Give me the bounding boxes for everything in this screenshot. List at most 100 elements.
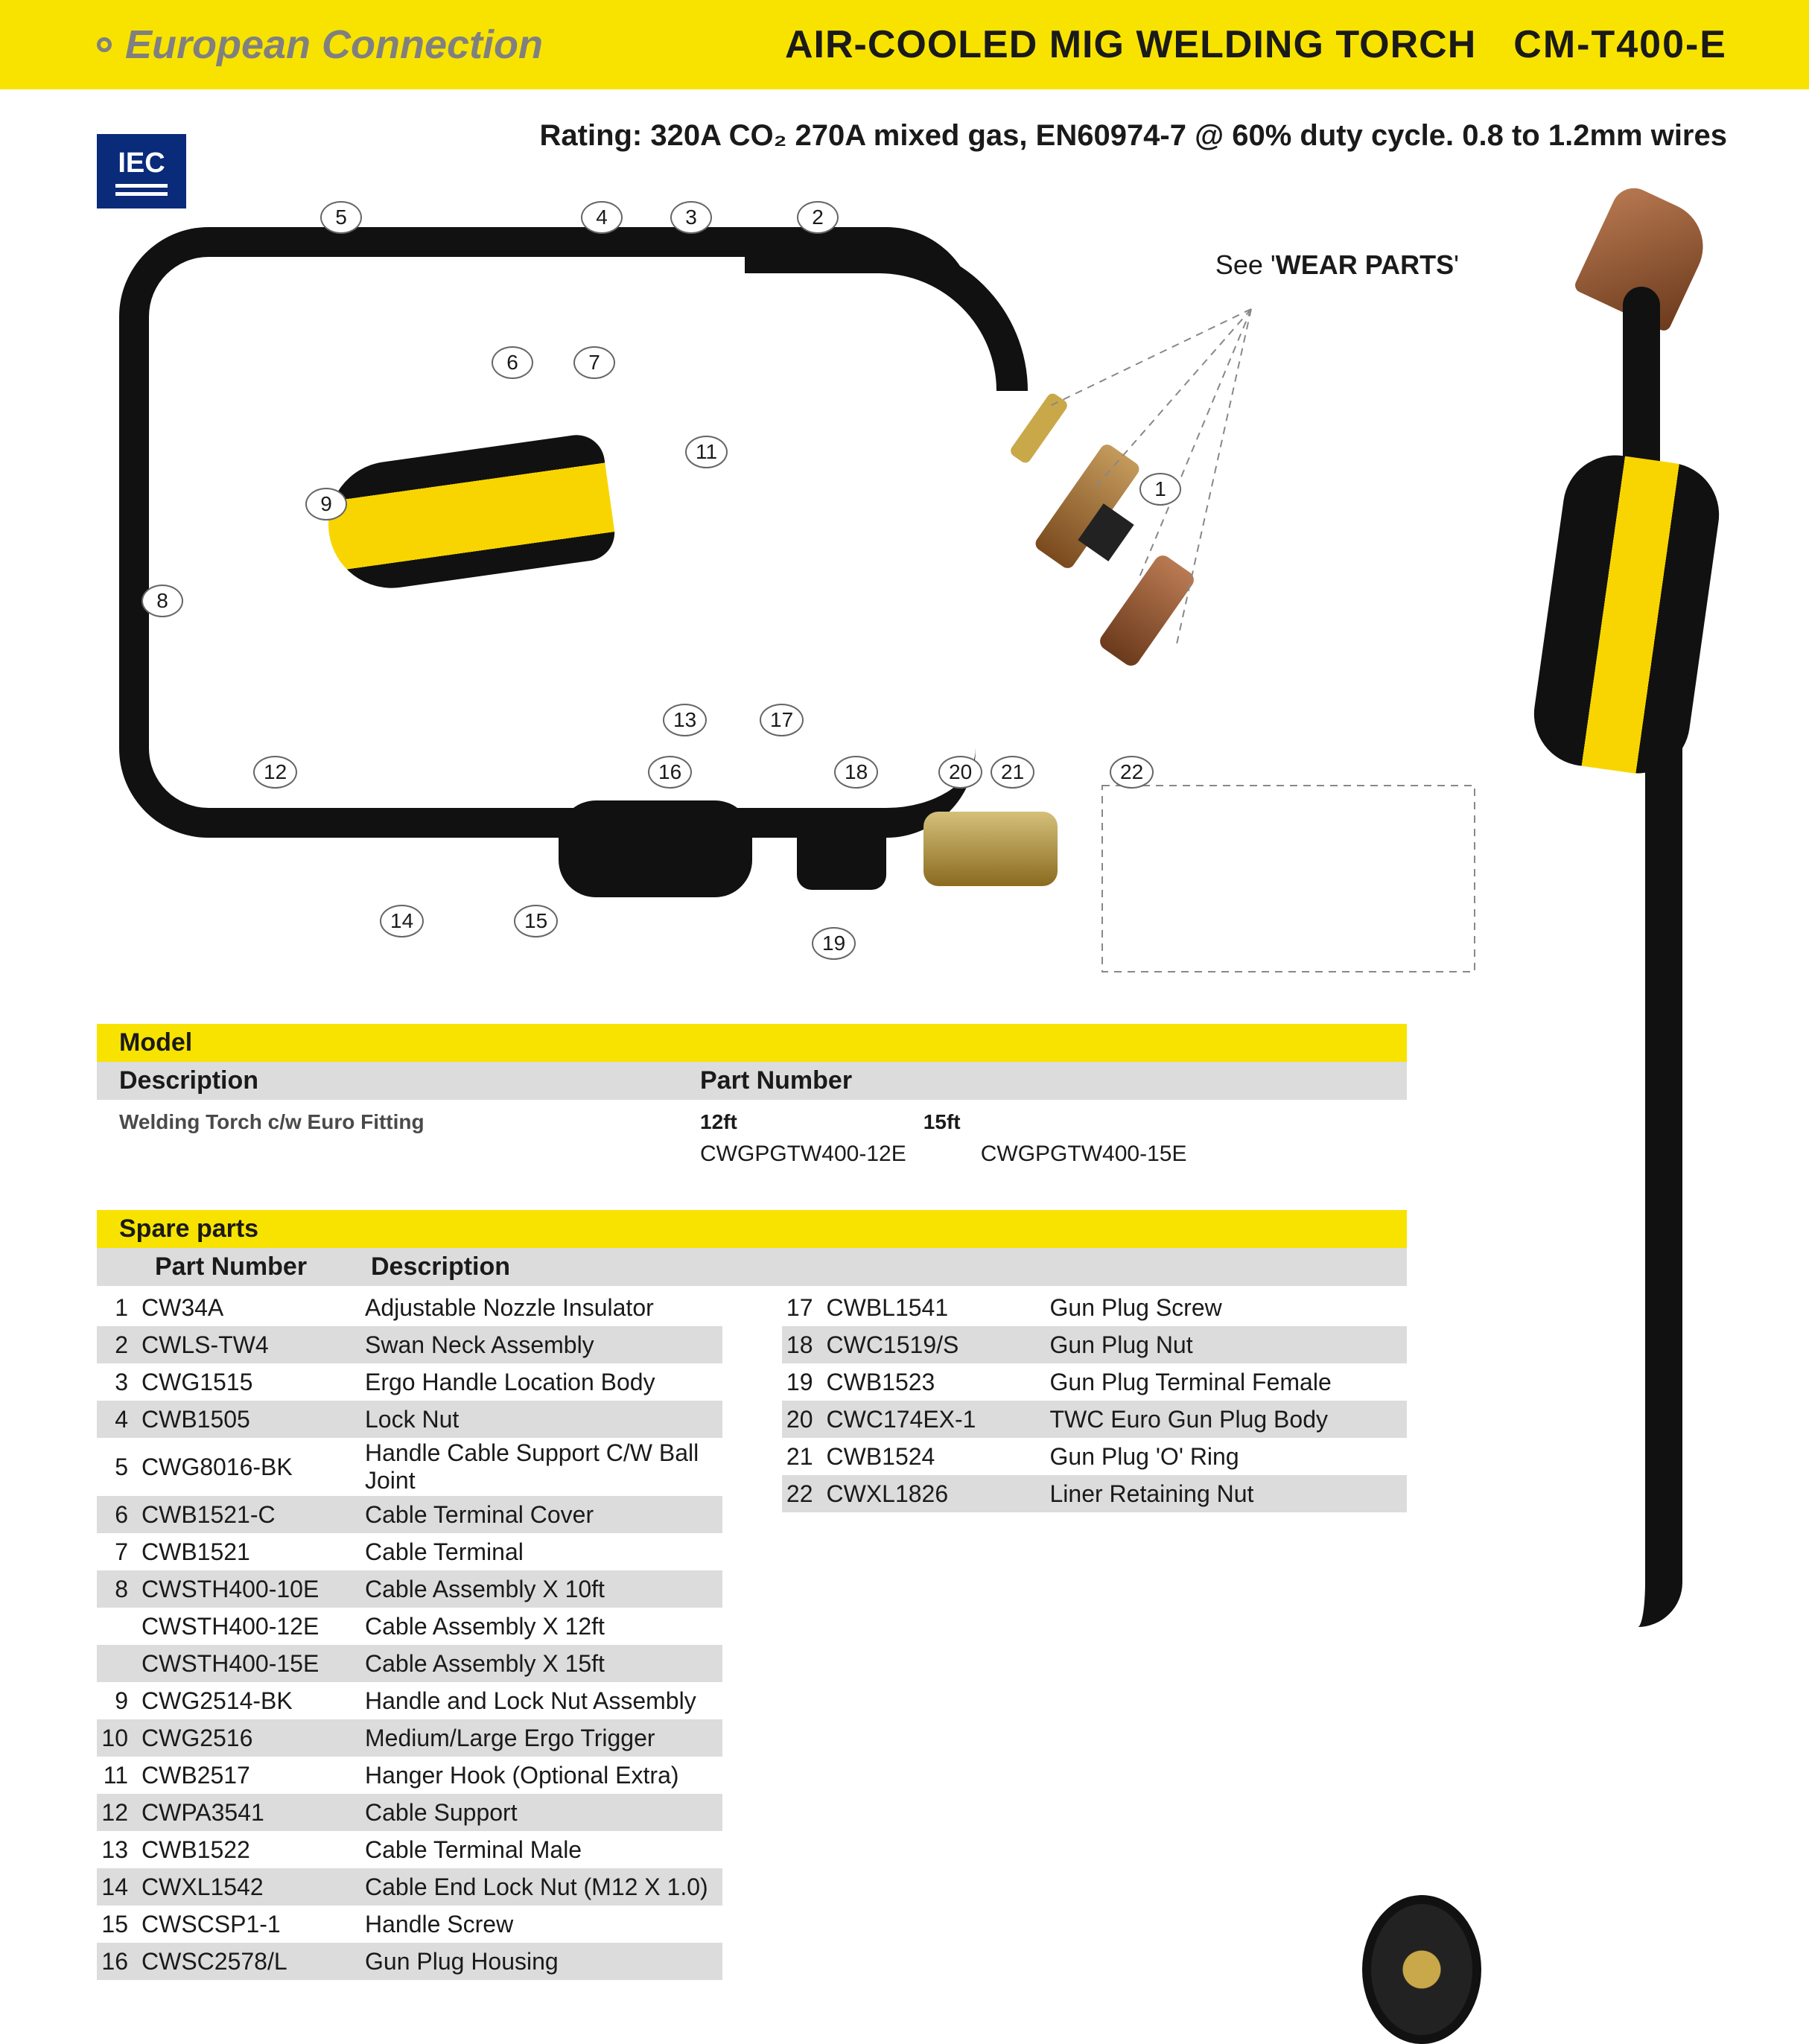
spares-pn-header: Part Number <box>155 1252 371 1282</box>
part-row: 22CWXL1826Liner Retaining Nut <box>782 1475 1408 1512</box>
part-index: 8 <box>97 1576 142 1603</box>
part-row: 3CWG1515Ergo Handle Location Body <box>97 1363 722 1401</box>
part-row: 12CWPA3541Cable Support <box>97 1794 722 1831</box>
model-row: Welding Torch c/w Euro Fitting 12ft 15ft… <box>97 1100 1407 1180</box>
part-index: 4 <box>97 1406 142 1433</box>
part-description: Gun Plug Housing <box>365 1948 722 1975</box>
part-row: 4CWB1505Lock Nut <box>97 1401 722 1438</box>
callout-6: 6 <box>492 346 533 379</box>
callout-20: 20 <box>938 756 982 789</box>
part-index: 15 <box>97 1911 142 1938</box>
parts-column-right: 17CWBL1541Gun Plug Screw18CWC1519/SGun P… <box>782 1289 1408 1980</box>
part-description: Cable End Lock Nut (M12 X 1.0) <box>365 1873 722 1901</box>
part-code: CWB1521 <box>142 1538 365 1566</box>
nozzle-graphic <box>1033 442 1142 571</box>
part-row: CWSTH400-12ECable Assembly X 12ft <box>97 1608 722 1645</box>
callout-5: 5 <box>320 201 362 234</box>
callout-8: 8 <box>142 585 183 617</box>
part-code: CWSTH400-10E <box>142 1576 365 1603</box>
part-description: Ergo Handle Location Body <box>365 1369 722 1396</box>
brand: European Connection <box>97 22 543 68</box>
part-code: CWLS-TW4 <box>142 1331 365 1359</box>
part-index: 9 <box>97 1687 142 1715</box>
part-index: 22 <box>782 1480 827 1508</box>
part-index: 5 <box>97 1454 142 1481</box>
model-pn-15ft: CWGPGTW400-15E <box>981 1142 1187 1167</box>
part-index: 14 <box>97 1873 142 1901</box>
part-code: CWSCSP1-1 <box>142 1911 365 1938</box>
callout-13: 13 <box>663 704 707 736</box>
part-index: 10 <box>97 1725 142 1752</box>
spares-section: Spare parts Part Number Description 1CW3… <box>97 1210 1407 1980</box>
part-description: Cable Support <box>365 1799 722 1827</box>
part-code: CWB1524 <box>827 1443 1050 1471</box>
plug-housing-graphic <box>559 800 752 897</box>
model-desc-header: Description <box>119 1066 700 1095</box>
part-code: CWG1515 <box>142 1369 365 1396</box>
part-row: 17CWBL1541Gun Plug Screw <box>782 1289 1408 1326</box>
callout-18: 18 <box>834 756 878 789</box>
part-code: CWG2516 <box>142 1725 365 1752</box>
part-index: 6 <box>97 1501 142 1529</box>
part-index: 13 <box>97 1836 142 1864</box>
tip-graphic <box>1008 391 1069 465</box>
part-code: CWC174EX-1 <box>827 1406 1050 1433</box>
part-code: CWXL1826 <box>827 1480 1050 1508</box>
part-description: Cable Assembly X 15ft <box>365 1650 722 1678</box>
brand-text: European Connection <box>125 22 543 68</box>
part-description: Cable Assembly X 12ft <box>365 1613 722 1640</box>
part-row: 11CWB2517Hanger Hook (Optional Extra) <box>97 1757 722 1794</box>
part-code: CWB1521-C <box>142 1501 365 1529</box>
callout-16: 16 <box>648 756 692 789</box>
callout-2: 2 <box>797 201 839 234</box>
part-index: 19 <box>782 1369 827 1396</box>
model-length-15ft: 15ft <box>923 1110 961 1134</box>
part-row: 21CWB1524Gun Plug 'O' Ring <box>782 1438 1408 1475</box>
wear-parts-label: See 'WEAR PARTS' <box>1215 249 1459 281</box>
part-row: 15CWSCSP1-1Handle Screw <box>97 1905 722 1943</box>
part-code: CWG2514-BK <box>142 1687 365 1715</box>
part-description: Medium/Large Ergo Trigger <box>365 1725 722 1752</box>
part-code: CWSC2578/L <box>142 1948 365 1975</box>
part-code: CWSTH400-15E <box>142 1650 365 1678</box>
wear-parts-bold: WEAR PARTS <box>1276 249 1454 280</box>
part-description: Gun Plug 'O' Ring <box>1050 1443 1408 1471</box>
part-index: 18 <box>782 1331 827 1359</box>
part-code: CWXL1542 <box>142 1873 365 1901</box>
part-row: 18CWC1519/SGun Plug Nut <box>782 1326 1408 1363</box>
part-row: 19CWB1523Gun Plug Terminal Female <box>782 1363 1408 1401</box>
plug-body-graphic <box>923 812 1058 886</box>
part-row: 14CWXL1542Cable End Lock Nut (M12 X 1.0) <box>97 1868 722 1905</box>
model-pn-12ft: CWGPGTW400-12E <box>700 1142 906 1167</box>
part-description: Cable Terminal Cover <box>365 1501 722 1529</box>
part-row: 6CWB1521-CCable Terminal Cover <box>97 1496 722 1533</box>
part-index: 20 <box>782 1406 827 1433</box>
callout-7: 7 <box>573 346 615 379</box>
torch-cable-graphic <box>1638 733 1682 1627</box>
parts-column-left: 1CW34AAdjustable Nozzle Insulator2CWLS-T… <box>97 1289 722 1980</box>
torch-handle-graphic <box>1527 448 1726 780</box>
callout-22: 22 <box>1110 756 1154 789</box>
callout-3: 3 <box>670 201 712 234</box>
part-index: 11 <box>97 1762 142 1789</box>
part-index: 3 <box>97 1369 142 1396</box>
part-index: 16 <box>97 1948 142 1975</box>
part-code: CWG8016-BK <box>142 1454 365 1481</box>
part-index: 12 <box>97 1799 142 1827</box>
part-code: CWSTH400-12E <box>142 1613 365 1640</box>
title-group: AIR-COOLED MIG WELDING TORCH CM-T400-E <box>785 22 1727 67</box>
model-pn-header: Part Number <box>700 1066 852 1095</box>
part-code: CWC1519/S <box>827 1331 1050 1359</box>
part-code: CWB2517 <box>142 1762 365 1789</box>
part-description: Handle Screw <box>365 1911 722 1938</box>
callout-14: 14 <box>380 905 424 937</box>
part-description: Handle and Lock Nut Assembly <box>365 1687 722 1715</box>
callout-12: 12 <box>253 756 297 789</box>
part-row: 2CWLS-TW4Swan Neck Assembly <box>97 1326 722 1363</box>
part-row: 7CWB1521Cable Terminal <box>97 1533 722 1570</box>
part-description: Handle Cable Support C/W Ball Joint <box>365 1439 722 1494</box>
part-description: Adjustable Nozzle Insulator <box>365 1294 722 1322</box>
model-header: Model <box>97 1024 1407 1062</box>
model-subheader: Description Part Number <box>97 1062 1407 1100</box>
product-title: AIR-COOLED MIG WELDING TORCH <box>785 22 1476 67</box>
